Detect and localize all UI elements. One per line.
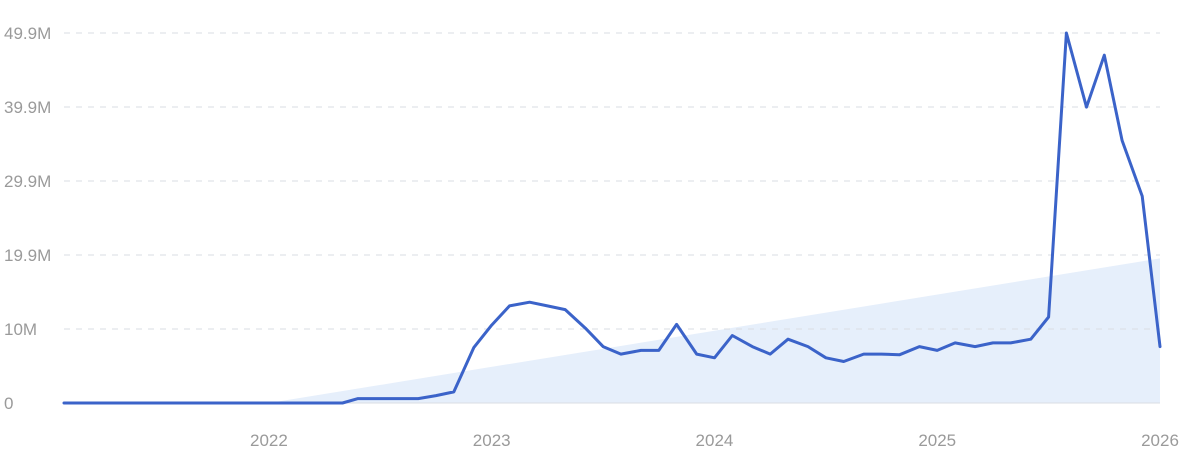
trend-area: [268, 258, 1160, 403]
series-line: [62, 31, 1162, 405]
x-tick-label: 2022: [250, 431, 288, 450]
x-tick-label: 2026: [1141, 431, 1179, 450]
x-tick-label: 2025: [918, 431, 956, 450]
y-tick-label: 29.9M: [4, 172, 51, 191]
y-tick-label: 19.9M: [4, 246, 51, 265]
y-tick-label: 49.9M: [4, 24, 51, 43]
y-tick-label: 39.9M: [4, 98, 51, 117]
x-tick-label: 2024: [696, 431, 734, 450]
y-tick-label: 10M: [4, 320, 37, 339]
x-tick-label: 2023: [473, 431, 511, 450]
y-tick-label: 0: [4, 394, 13, 413]
